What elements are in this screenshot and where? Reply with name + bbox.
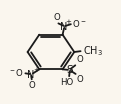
Text: +: + bbox=[33, 67, 39, 73]
Text: N: N bbox=[60, 22, 68, 32]
Text: O: O bbox=[28, 81, 35, 90]
Text: HO: HO bbox=[60, 78, 73, 87]
Text: N: N bbox=[27, 70, 35, 80]
Text: CH$_3$: CH$_3$ bbox=[83, 44, 103, 58]
Text: O: O bbox=[76, 55, 83, 64]
Text: S: S bbox=[66, 65, 73, 75]
Text: $^-$O: $^-$O bbox=[8, 67, 24, 78]
Text: O: O bbox=[77, 75, 83, 84]
Text: O$^-$: O$^-$ bbox=[72, 18, 87, 29]
Text: +: + bbox=[66, 19, 72, 25]
Text: O: O bbox=[54, 13, 60, 22]
